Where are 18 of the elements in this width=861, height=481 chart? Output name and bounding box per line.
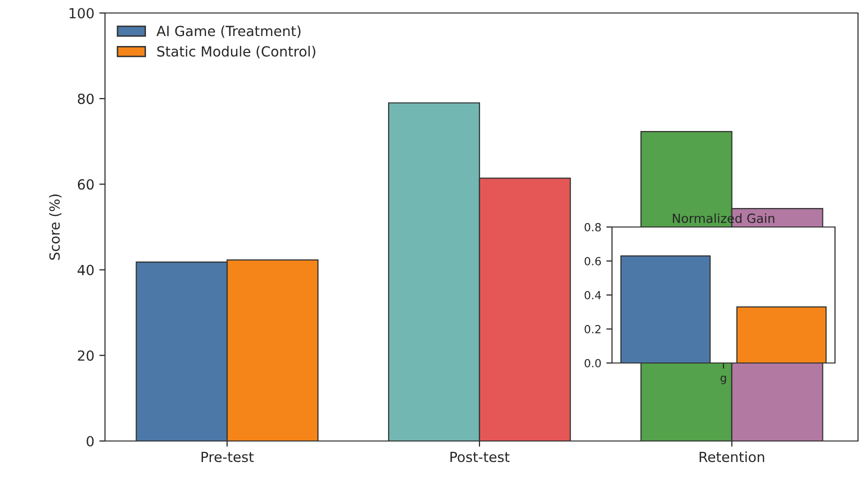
x-tick-label: Pre-test — [202, 452, 254, 462]
y-tick-label: 0.6 — [584, 256, 601, 266]
y-tick-label: 0.2 — [584, 324, 600, 334]
y-tick-label: 0.0 — [584, 358, 601, 368]
legend-label: AI Game (Treatment) — [156, 26, 300, 38]
x-tick-label: g — [720, 376, 726, 384]
legend-label: Static Module (Control) — [157, 46, 316, 58]
x-tick-label: Post-test — [450, 452, 510, 462]
x-tick-label: Retention — [700, 451, 764, 462]
y-tick-label: 0.4 — [584, 290, 601, 300]
y-tick-label: 0 — [86, 436, 94, 446]
y-tick-label: 0.8 — [584, 222, 601, 232]
y-tick-label: 100 — [70, 8, 94, 18]
y-tick-label: 40 — [78, 264, 94, 276]
y-tick-label: 80 — [78, 94, 94, 104]
y-tick-label: 60 — [78, 179, 94, 190]
y-tick-label: 20 — [78, 350, 94, 361]
y-axis-title: Score (%) — [49, 194, 62, 260]
